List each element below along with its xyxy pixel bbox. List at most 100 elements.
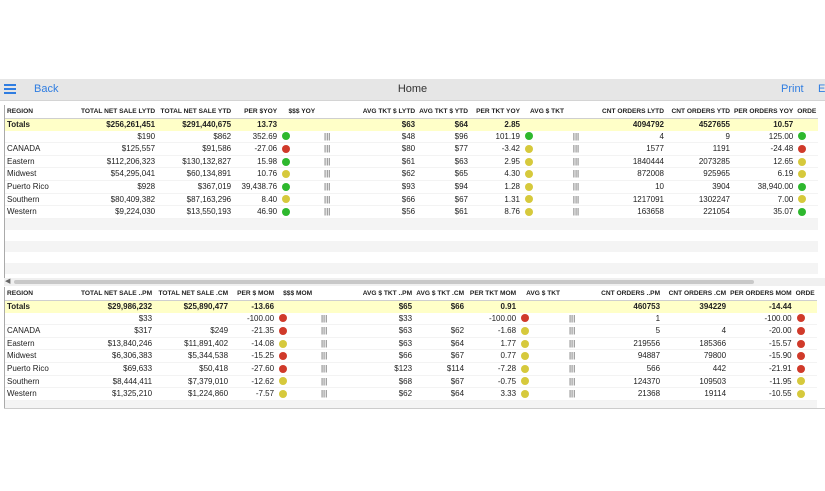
table-row[interactable]: $190 $862 352.69 ||| $48 $96 101.19 ||| 4 9 125.00 <box>5 130 819 144</box>
column-header[interactable]: Avg Tkt $ YTD <box>417 105 470 119</box>
cell-d: $63 <box>334 337 415 351</box>
empty-row <box>5 229 819 241</box>
green-status-icon <box>798 132 807 141</box>
cell-e: $77 <box>417 142 470 156</box>
horizontal-scrollbar[interactable]: ◀ <box>4 278 825 286</box>
status-cell <box>793 349 817 363</box>
column-header[interactable]: Per $YoY <box>233 105 280 119</box>
empty-cell <box>5 262 819 274</box>
cell-h <box>662 312 729 326</box>
status-cell <box>795 155 819 169</box>
column-header[interactable] <box>314 287 335 301</box>
column-header[interactable]: $$$ MoM <box>276 287 315 301</box>
scrollbar-thumb[interactable] <box>14 280 754 284</box>
sparkline-bars-icon: ||| <box>562 349 583 363</box>
cell-a: $54,295,041 <box>79 167 158 181</box>
column-header[interactable] <box>562 287 583 301</box>
column-header[interactable]: Avg $ Tkt .CM <box>414 287 467 301</box>
table-row[interactable]: Midwest $54,295,041 $60,134,891 10.76 ||| $62… <box>5 167 819 181</box>
table-row[interactable]: CANADA $125,557 $91,586 -27.06 ||| $80 $77 -3.4… <box>5 142 819 156</box>
column-header[interactable]: Per $ MoM <box>230 287 277 301</box>
sparkline-bars-icon: ||| <box>317 180 338 194</box>
totals-row[interactable]: Totals $256,261,451 $291,440,675 13.73 $63 $6… <box>5 118 819 131</box>
cell-a: $29,986,232 <box>79 300 155 313</box>
table-row[interactable]: Southern $8,444,411 $7,379,010 -12.62 ||| $68… <box>5 375 817 389</box>
column-header[interactable]: Total Net Sale .CM <box>154 287 231 301</box>
cell-c: -27.60 <box>230 362 277 376</box>
red-status-icon <box>279 327 288 336</box>
column-header[interactable]: Per Tkt MoM <box>466 287 519 301</box>
cell-i: -10.55 <box>728 387 794 401</box>
print-button[interactable]: Print <box>781 83 804 95</box>
red-status-icon <box>796 364 805 373</box>
top-toolbar: Back Home Print E <box>0 79 825 101</box>
cell-region: Midwest <box>5 167 79 181</box>
column-header[interactable]: Total Net Sale ..PM <box>79 287 155 301</box>
column-header[interactable]: Region <box>5 287 79 301</box>
table-row[interactable]: Midwest $6,306,383 $5,344,538 -15.25 ||| $66 $… <box>5 349 817 363</box>
cell-f: -0.75 <box>466 375 519 389</box>
cell-f: 2.85 <box>469 118 522 131</box>
red-status-icon <box>282 145 291 154</box>
cell-c: 39,438.76 <box>233 180 280 194</box>
cell-i: 10.57 <box>731 118 796 131</box>
column-header[interactable]: Avg Tkt $ LYTD <box>337 105 418 119</box>
cell-region: Western <box>5 387 79 401</box>
menu-icon[interactable] <box>4 84 16 94</box>
empty-row <box>5 400 817 408</box>
yellow-status-icon <box>521 339 530 348</box>
cell-a: $8,444,411 <box>79 375 155 389</box>
red-status-icon <box>796 314 805 323</box>
table-row[interactable]: $33 -100.00 ||| $33 -100.00 ||| 1 -100.00 <box>5 312 817 326</box>
cell-c: 8.40 <box>233 193 280 207</box>
cell-d: $62 <box>337 167 418 181</box>
column-header[interactable]: Total Net Sale YTD <box>157 105 234 119</box>
column-header[interactable]: Cnt Orders .CM <box>662 287 729 301</box>
column-header[interactable]: Per Orders YoY <box>731 105 796 119</box>
column-header[interactable]: Orde <box>795 105 819 119</box>
table-row[interactable]: Western $9,224,030 $13,550,193 46.90 ||| $56 $… <box>5 205 819 219</box>
export-button[interactable]: E <box>818 83 825 95</box>
green-status-icon <box>798 182 807 191</box>
cell-g: 163658 <box>585 205 666 219</box>
column-header[interactable]: $$$ YoY <box>279 105 318 119</box>
column-header[interactable]: Cnt Orders ..PM <box>582 287 663 301</box>
cell-e: $61 <box>417 205 470 219</box>
table-row[interactable]: Eastern $112,206,323 $130,132,827 15.98 ||| $… <box>5 155 819 169</box>
column-header[interactable]: Per Tkt YoY <box>469 105 522 119</box>
table-row[interactable]: Puerto Rico $69,633 $50,418 -27.60 ||| $123 $1… <box>5 362 817 376</box>
column-header[interactable]: Avg $ Tkt ..PM <box>334 287 415 301</box>
cell-b: $367,019 <box>157 180 234 194</box>
green-status-icon <box>282 182 291 191</box>
sparkline-bars-icon: ||| <box>317 205 338 219</box>
cell-f: 1.77 <box>466 337 519 351</box>
table-row[interactable]: Southern $80,409,382 $87,163,296 8.40 ||| $66… <box>5 193 819 207</box>
column-header[interactable]: Per Orders MoM <box>728 287 794 301</box>
column-header[interactable] <box>317 105 338 119</box>
table-row[interactable]: Puerto Rico $928 $367,019 39,438.76 ||| $93 $9… <box>5 180 819 194</box>
column-header[interactable]: Orde <box>793 287 817 301</box>
status-cell <box>279 118 318 131</box>
column-header[interactable]: Avg $ Tkt <box>521 105 566 119</box>
cell-c: -100.00 <box>230 312 277 326</box>
status-cell <box>521 118 566 131</box>
column-header[interactable]: Region <box>5 105 79 119</box>
cell-g: 10 <box>585 180 666 194</box>
column-header[interactable]: Cnt Orders LYTD <box>585 105 666 119</box>
back-button[interactable]: Back <box>34 83 59 95</box>
column-header[interactable]: Total Net Sale LYTD <box>79 105 158 119</box>
red-status-icon <box>796 352 805 361</box>
table-row[interactable]: Eastern $13,840,246 $11,891,402 -14.08 ||| $6… <box>5 337 817 351</box>
table-row[interactable]: CANADA $317 $249 -21.35 ||| $63 $62 -1.68 ||| 5 4-… <box>5 324 817 338</box>
table-row[interactable]: Western $1,325,210 $1,224,860 -7.57 ||| $62 $6… <box>5 387 817 401</box>
cell-region: Eastern <box>5 337 79 351</box>
totals-row[interactable]: Totals $29,986,232 $25,890,477 -13.66 $65 $66… <box>5 300 817 313</box>
red-status-icon <box>279 352 288 361</box>
column-header[interactable] <box>565 105 586 119</box>
sparkline-bars-icon: ||| <box>565 155 586 169</box>
column-header[interactable]: Cnt Orders YTD <box>665 105 732 119</box>
scroll-left-icon[interactable]: ◀ <box>5 278 11 285</box>
status-cell <box>793 362 817 376</box>
column-header[interactable]: Avg $ Tkt <box>518 287 563 301</box>
sparkline-bars-icon: ||| <box>562 312 583 326</box>
